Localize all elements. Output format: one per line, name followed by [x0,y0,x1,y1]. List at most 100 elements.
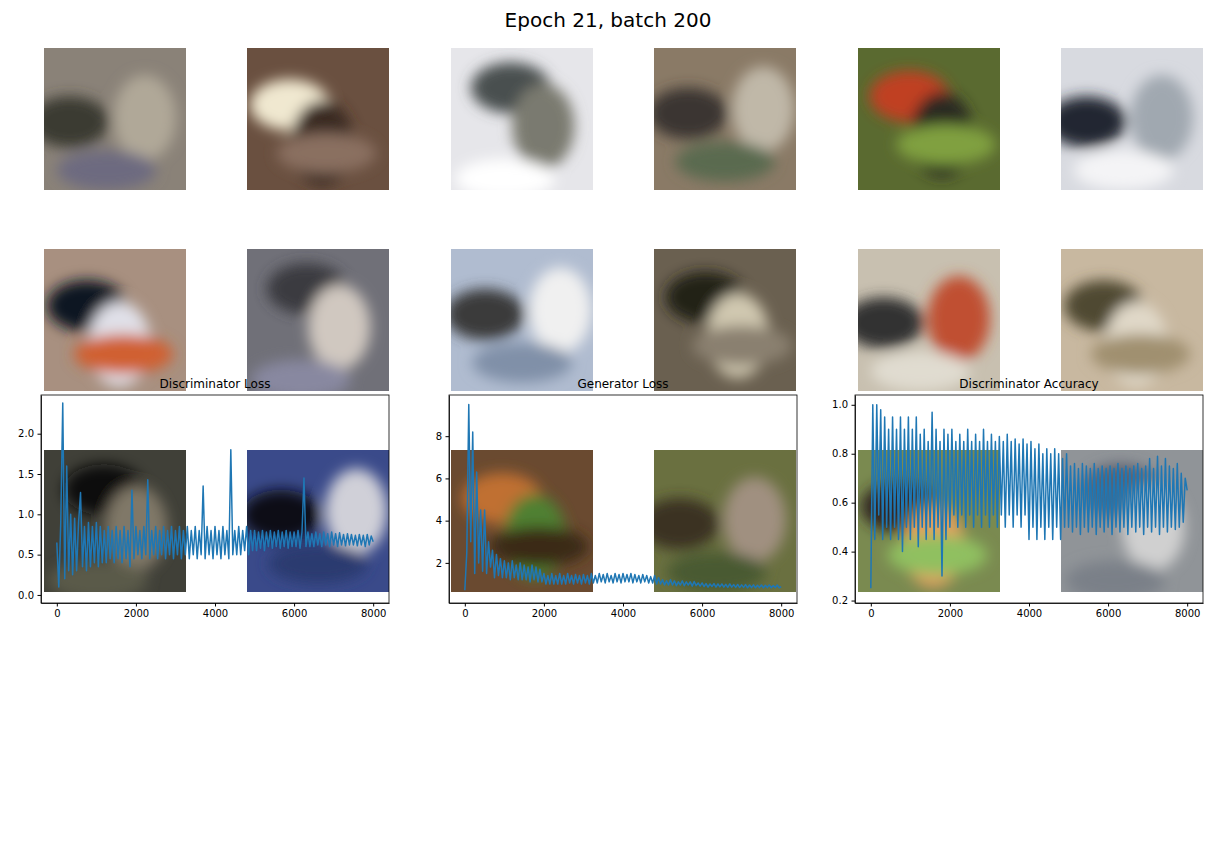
y-tick: 0.8 [832,448,855,459]
x-tick-label: 0 [54,608,60,619]
x-tick-label: 4000 [611,608,636,619]
x-tick: 4000 [1017,603,1042,619]
y-axis: 0.2 0.4 0.6 0.8 1.0 [832,396,855,607]
image-blob [455,159,554,199]
image-background [44,249,186,391]
x-tick: 4000 [611,603,636,619]
x-tick-mark [1187,603,1188,607]
plot-area [465,405,781,591]
x-tick: 8000 [1175,603,1200,619]
y-tick-label: 0.4 [832,546,848,557]
x-tick-mark [1108,603,1109,607]
x-tick-label: 8000 [361,608,386,619]
y-tick-label: 2.0 [18,428,34,439]
image-content [869,71,995,178]
generated-image [451,48,593,199]
image-content [665,272,791,379]
plot-area [57,403,373,587]
y-tick-label: 0.2 [832,595,848,606]
x-tick: 0 [462,603,468,619]
y-tick: 0.6 [832,497,855,508]
image-blob [640,498,720,549]
image-background [247,48,389,190]
image-content [1064,280,1190,387]
x-tick-label: 2000 [938,608,963,619]
y-tick-mark [38,555,42,556]
generated-image [654,249,796,391]
image-content [640,477,786,592]
plot-frame [41,395,389,603]
image-blob [1091,334,1190,374]
image-blob [1047,96,1127,147]
image-blob [74,334,173,374]
line-chart: 020004000600080000.00.51.01.52.0Discrimi… [18,377,389,619]
image-content [648,66,794,181]
line-chart: 0 2000 4000 6000 8000 0.2 0.4 0.6 0.8 1.0 Discrimi… [832,377,1203,619]
y-tick-label: 1.0 [18,509,34,520]
generated-image [844,249,1000,391]
image-blob [871,351,970,391]
image-blob [844,297,924,348]
plot-frame [449,395,797,603]
x-tick-mark [1029,603,1030,607]
image-content [445,267,591,382]
y-tick: 8 [436,431,449,442]
y-tick: 0.5 [18,549,41,560]
image-background [1061,249,1203,391]
y-tick-mark [38,434,42,435]
image-blob [675,142,774,182]
image-blob [445,289,525,340]
x-tick-mark [544,603,545,607]
y-tick: 0.2 [832,595,855,606]
y-tick-mark [852,601,856,602]
y-tick: 0.4 [832,546,855,557]
y-tick: 4 [436,515,449,526]
background [0,0,1216,853]
x-tick-label: 8000 [769,608,794,619]
y-tick-mark [38,474,42,475]
generated-image [44,249,186,391]
x-tick-mark [871,603,872,607]
y-tick: 1.0 [832,399,855,410]
x-tick: 6000 [282,603,307,619]
x-tick-label: 6000 [690,608,715,619]
image-blob [896,125,995,165]
x-tick-mark [781,603,782,607]
image-blob [692,326,791,366]
image-content [1047,75,1193,190]
y-tick: 1.5 [18,469,41,480]
x-tick: 6000 [1096,603,1121,619]
generated-image [247,48,389,190]
y-tick-label: 1.5 [18,469,34,480]
generated-image [445,249,593,391]
generated-image [640,450,796,592]
y-axis: 2468 [436,396,450,604]
x-tick-mark [950,603,951,607]
x-tick: 8000 [769,603,794,619]
chart-title: Generator Loss [577,377,668,391]
plot-frame [855,395,1203,603]
data-line [871,405,1187,589]
chart-title: Discriminator Accuracy [959,377,1098,391]
y-tick-mark [446,563,450,564]
x-axis: 0 2000 4000 6000 8000 [856,603,1204,619]
y-tick: 6 [436,473,449,484]
x-tick-label: 0 [462,608,468,619]
generated-image [1061,249,1203,391]
x-tick: 0 [868,603,874,619]
y-tick-label: 0.6 [832,497,848,508]
y-tick-mark [446,521,450,522]
image-background [858,48,1000,190]
x-tick-mark [215,603,216,607]
y-tick-mark [852,503,856,504]
x-tick-label: 0 [868,608,874,619]
y-tick-label: 4 [436,515,442,526]
image-blob [1074,150,1173,190]
y-tick-label: 1.0 [832,399,848,410]
image-blob [114,75,176,160]
x-tick-mark [136,603,137,607]
x-tick-label: 6000 [1096,608,1121,619]
x-tick-label: 4000 [203,608,228,619]
image-blob [277,133,376,173]
x-tick-label: 2000 [124,608,149,619]
